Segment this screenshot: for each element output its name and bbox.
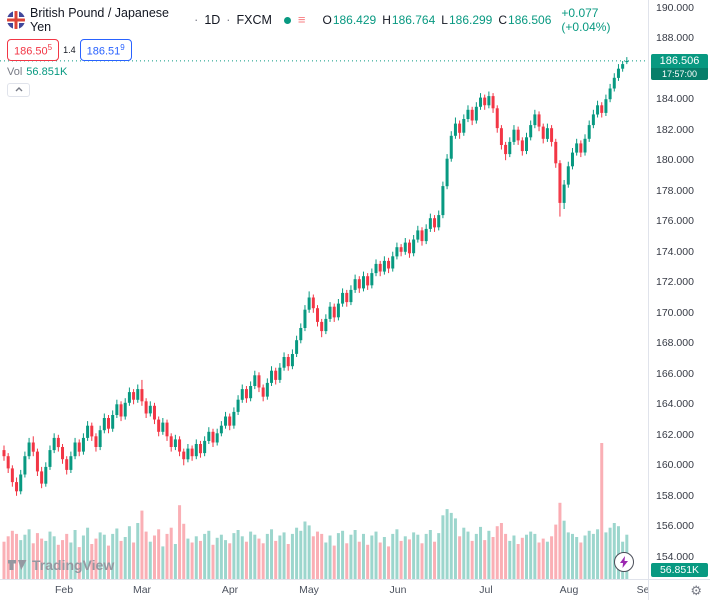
low-label: L bbox=[441, 13, 448, 27]
separator: · bbox=[194, 13, 199, 27]
settings-gear-icon[interactable]: ⚙ bbox=[690, 582, 702, 598]
time-tick: Apr bbox=[221, 584, 239, 596]
sell-button[interactable]: 186.505 bbox=[7, 39, 60, 61]
price-tick: 162.000 bbox=[656, 428, 694, 441]
last-price-value: 186.506 bbox=[651, 53, 708, 68]
sell-price: 186.50 bbox=[14, 45, 48, 58]
buy-price-sup: 9 bbox=[120, 43, 125, 52]
price-tick: 160.000 bbox=[656, 459, 694, 472]
price-tick: 180.000 bbox=[656, 154, 694, 167]
volume-badge: 56.851K bbox=[651, 563, 708, 577]
price-tick: 156.000 bbox=[656, 520, 694, 533]
symbol-title[interactable]: British Pound / Japanese Yen bbox=[30, 6, 169, 34]
close-label: C bbox=[498, 13, 508, 27]
buy-button[interactable]: 186.519 bbox=[79, 39, 132, 61]
price-tick: 184.000 bbox=[656, 93, 694, 106]
time-axis[interactable]: Feb Mar Apr May Jun Jul Aug Sep bbox=[0, 579, 655, 600]
price-tick: 158.000 bbox=[656, 489, 694, 502]
object-tree-icon[interactable]: ≡ bbox=[297, 12, 306, 27]
market-status-icon[interactable] bbox=[283, 16, 291, 24]
price-tick: 190.000 bbox=[656, 1, 694, 14]
price-tick: 166.000 bbox=[656, 367, 694, 380]
time-tick: Mar bbox=[132, 584, 152, 596]
price-tick: 182.000 bbox=[656, 123, 694, 136]
brand-text: TradingView bbox=[32, 557, 115, 573]
change-value: +0.077 (+0.04%) bbox=[561, 6, 611, 34]
interval-label[interactable]: 1D bbox=[204, 13, 221, 27]
lightning-icon bbox=[620, 556, 628, 568]
price-tick: 188.000 bbox=[656, 32, 694, 45]
low-value: 186.299 bbox=[448, 13, 493, 27]
time-tick: May bbox=[299, 584, 319, 596]
price-tick: 172.000 bbox=[656, 276, 694, 289]
time-tick: Jul bbox=[479, 584, 493, 596]
tradingview-mark-icon bbox=[8, 560, 27, 570]
symbol-flag-icon bbox=[7, 11, 25, 29]
price-tick: 170.000 bbox=[656, 306, 694, 319]
volume-label: Vol bbox=[7, 65, 23, 78]
ohlc-readout: O 186.429 H 186.764 L 186.299 C 186.506 bbox=[316, 13, 551, 27]
price-axis[interactable]: 190.000188.000186.000184.000182.000180.0… bbox=[648, 0, 710, 579]
open-label: O bbox=[322, 13, 332, 27]
axis-corner: ⚙ bbox=[648, 579, 710, 600]
price-tick: 154.000 bbox=[656, 550, 694, 563]
tradingview-logo[interactable]: TradingView bbox=[8, 557, 114, 573]
sell-price-sup: 5 bbox=[47, 43, 53, 52]
price-tick: 176.000 bbox=[656, 215, 694, 228]
lightning-button[interactable] bbox=[614, 552, 634, 572]
legend: British Pound / Japanese Yen · 1D · FXCM… bbox=[7, 6, 648, 97]
spread-value: 1.4 bbox=[63, 44, 76, 55]
price-tick: 168.000 bbox=[656, 337, 694, 350]
chevron-up-icon bbox=[15, 87, 22, 92]
high-label: H bbox=[382, 13, 391, 27]
high-value: 186.764 bbox=[391, 13, 436, 27]
time-tick: Feb bbox=[54, 584, 74, 596]
exchange-label[interactable]: FXCM bbox=[236, 13, 272, 27]
bar-countdown: 17:57:00 bbox=[651, 67, 708, 80]
open-value: 186.429 bbox=[332, 13, 377, 27]
close-value: 186.506 bbox=[508, 13, 552, 27]
collapse-legend-button[interactable] bbox=[7, 82, 30, 97]
last-price-badge: 186.506 17:57:00 bbox=[651, 53, 708, 80]
price-tick: 164.000 bbox=[656, 398, 694, 411]
price-tick: 174.000 bbox=[656, 245, 694, 258]
time-tick: Aug bbox=[559, 584, 579, 596]
price-tick: 178.000 bbox=[656, 184, 694, 197]
volume-value: 56.851K bbox=[26, 65, 68, 78]
chart-pane[interactable]: British Pound / Japanese Yen · 1D · FXCM… bbox=[0, 0, 648, 579]
time-tick: Jun bbox=[389, 584, 407, 596]
candlestick-chart[interactable] bbox=[0, 0, 648, 579]
separator: · bbox=[226, 13, 231, 27]
buy-price: 186.51 bbox=[86, 45, 121, 58]
